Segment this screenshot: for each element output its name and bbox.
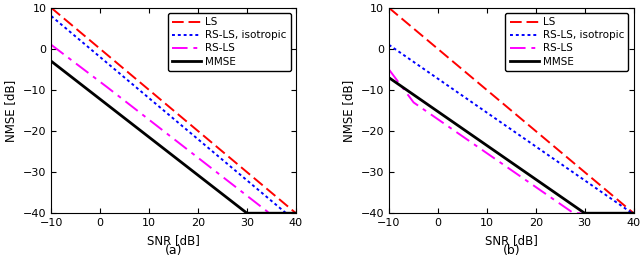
RS-LS xyxy=(155,126,163,129)
LS xyxy=(576,166,584,170)
LS xyxy=(292,212,300,215)
MMSE xyxy=(147,136,154,140)
RS-LS xyxy=(72,62,80,65)
MMSE xyxy=(581,212,589,215)
MMSE xyxy=(410,93,418,96)
Line: LS: LS xyxy=(51,8,296,213)
LS xyxy=(47,6,55,9)
MMSE xyxy=(72,79,80,82)
Legend: LS, RS-LS, isotropic, RS-LS, MMSE: LS, RS-LS, isotropic, RS-LS, MMSE xyxy=(168,13,291,71)
RS-LS, isotropic xyxy=(580,178,588,181)
LS xyxy=(216,147,223,150)
Legend: LS, RS-LS, isotropic, RS-LS, MMSE: LS, RS-LS, isotropic, RS-LS, MMSE xyxy=(506,13,628,71)
X-axis label: SNR [dB]: SNR [dB] xyxy=(147,234,200,247)
LS xyxy=(155,97,163,100)
RS-LS, isotropic xyxy=(484,112,492,115)
Y-axis label: NMSE [dB]: NMSE [dB] xyxy=(4,79,17,142)
RS-LS, isotropic xyxy=(282,212,290,215)
Text: (a): (a) xyxy=(165,244,182,257)
MMSE xyxy=(493,151,500,154)
RS-LS xyxy=(410,101,418,104)
MMSE xyxy=(155,143,163,146)
LS xyxy=(484,89,492,92)
LS xyxy=(147,89,154,92)
RS-LS, isotropic xyxy=(385,43,393,46)
RS-LS xyxy=(630,212,637,215)
RS-LS, isotropic xyxy=(292,212,300,215)
Line: RS-LS, isotropic: RS-LS, isotropic xyxy=(51,16,296,213)
LS xyxy=(410,27,418,30)
RS-LS, isotropic xyxy=(155,105,163,108)
RS-LS xyxy=(493,158,500,161)
RS-LS xyxy=(580,212,588,215)
RS-LS, isotropic xyxy=(553,160,561,163)
RS-LS, isotropic xyxy=(576,175,584,178)
RS-LS xyxy=(385,68,393,71)
RS-LS xyxy=(576,212,584,215)
MMSE xyxy=(238,208,246,211)
RS-LS xyxy=(243,194,250,197)
RS-LS, isotropic xyxy=(238,175,246,178)
LS xyxy=(630,212,637,215)
RS-LS xyxy=(570,212,577,215)
MMSE xyxy=(484,145,492,148)
RS-LS, isotropic xyxy=(493,118,500,121)
RS-LS, isotropic xyxy=(630,212,637,215)
RS-LS, isotropic xyxy=(628,212,636,215)
MMSE xyxy=(576,208,584,211)
MMSE xyxy=(630,212,637,215)
RS-LS xyxy=(484,152,492,155)
LS xyxy=(385,6,393,9)
MMSE xyxy=(580,211,588,214)
Line: RS-LS, isotropic: RS-LS, isotropic xyxy=(389,45,634,213)
RS-LS xyxy=(216,173,223,176)
MMSE xyxy=(243,211,250,214)
RS-LS xyxy=(292,212,300,215)
RS-LS, isotropic xyxy=(47,15,55,18)
Line: MMSE: MMSE xyxy=(51,61,296,213)
MMSE xyxy=(47,60,55,63)
MMSE xyxy=(216,190,223,193)
Line: RS-LS: RS-LS xyxy=(389,69,634,213)
LS xyxy=(72,27,80,30)
MMSE xyxy=(292,212,300,215)
RS-LS xyxy=(238,190,246,193)
MMSE xyxy=(553,192,561,196)
RS-LS, isotropic xyxy=(72,35,80,38)
RS-LS, isotropic xyxy=(410,61,418,64)
RS-LS xyxy=(147,119,154,122)
LS xyxy=(493,97,500,100)
LS xyxy=(238,166,246,170)
Y-axis label: NMSE [dB]: NMSE [dB] xyxy=(342,79,355,142)
RS-LS xyxy=(553,200,561,203)
MMSE xyxy=(243,212,251,215)
LS xyxy=(243,170,250,173)
MMSE xyxy=(385,76,393,79)
LS xyxy=(553,147,561,150)
RS-LS, isotropic xyxy=(243,178,250,181)
LS xyxy=(580,170,588,173)
Line: MMSE: MMSE xyxy=(389,78,634,213)
X-axis label: SNR [dB]: SNR [dB] xyxy=(485,234,538,247)
Line: LS: LS xyxy=(389,8,634,213)
RS-LS, isotropic xyxy=(147,98,154,101)
RS-LS xyxy=(47,43,55,46)
RS-LS xyxy=(266,212,273,215)
Line: RS-LS: RS-LS xyxy=(51,45,296,213)
Text: (b): (b) xyxy=(502,244,520,257)
RS-LS, isotropic xyxy=(216,155,223,159)
